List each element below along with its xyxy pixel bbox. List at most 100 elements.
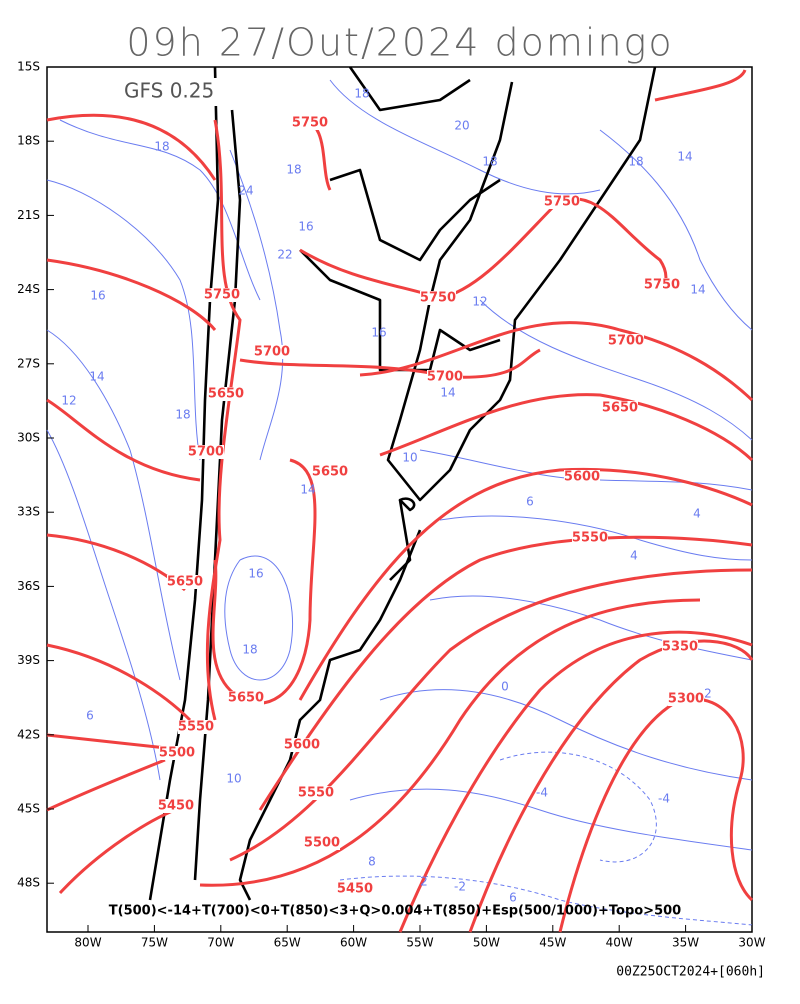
model-label: GFS 0.25	[124, 79, 214, 103]
red-contour-label: 5650	[208, 387, 244, 402]
red-label-bg	[159, 746, 195, 760]
blue-contour-label: 16	[90, 289, 105, 303]
red-contours	[46, 69, 754, 933]
red-label-bg	[337, 882, 373, 896]
red-contour-label: 5700	[608, 334, 644, 349]
lat-tick-label: 45S	[17, 802, 40, 816]
red-contour-label: 5650	[228, 691, 264, 706]
red-label-bg	[564, 470, 600, 484]
red-label-bg	[158, 799, 194, 813]
blue-contours	[46, 79, 753, 926]
lon-tick-label: 45W	[539, 936, 566, 950]
lon-tick-label: 70W	[207, 936, 234, 950]
lon-tick-label: 80W	[74, 936, 101, 950]
red-label-bg	[572, 531, 608, 545]
blue-contour-label: 24	[238, 184, 253, 198]
blue-contour-label: 16	[371, 326, 386, 340]
footer: 00Z25OCT2024+[060h]	[616, 965, 765, 980]
red-contour-label: 5300	[668, 692, 704, 707]
lon-tick-label: 60W	[340, 936, 367, 950]
red-contour-label: 5750	[644, 278, 680, 293]
red-contour-label: 5650	[602, 401, 638, 416]
blue-contour-label: 14	[677, 150, 692, 164]
red-label-bg	[668, 692, 704, 706]
blue-contour-label: -2	[454, 880, 466, 894]
model-box	[110, 78, 260, 106]
lat-tick-label: 15S	[17, 60, 40, 74]
blue-contour-label: 6	[526, 495, 534, 509]
blue-contour-label: 2	[704, 687, 712, 701]
red-label-bg	[427, 370, 463, 384]
blue-contour-label: -4	[536, 786, 548, 800]
blue-contour-label: 18	[154, 140, 169, 154]
red-label-bg	[167, 575, 203, 589]
red-contour-label: 5500	[304, 836, 340, 851]
red-label-bg	[644, 278, 680, 292]
red-contour-label: 5550	[298, 786, 334, 801]
lat-tick-label: 33S	[17, 505, 40, 519]
red-contour-label: 5550	[572, 531, 608, 546]
lat-tick-label: 18S	[17, 134, 40, 148]
blue-contour-label: 18	[628, 155, 643, 169]
red-label-bg	[298, 786, 334, 800]
blue-contour-label: 12	[61, 394, 76, 408]
blue-contour-label: 22	[277, 248, 292, 262]
red-label-bg	[228, 691, 264, 705]
red-contour-label: 5650	[167, 575, 203, 590]
red-contour-label: 5450	[158, 799, 194, 814]
blue-contour-label: 0	[501, 680, 509, 694]
blue-contour-label: 6	[86, 709, 94, 723]
blue-contour-label: 2	[420, 875, 428, 889]
blue-contour-label: 4	[630, 549, 638, 563]
red-contour-label: 5700	[188, 445, 224, 460]
blue-contour-label: 20	[454, 119, 469, 133]
lon-tick-label: 75W	[141, 936, 168, 950]
red-label-bg	[662, 640, 698, 654]
red-label-bg	[420, 291, 456, 305]
blue-contour-label: 10	[402, 451, 417, 465]
red-contour-label: 5750	[204, 288, 240, 303]
lat-tick-label: 42S	[17, 727, 40, 741]
blue-contour-label: 14	[690, 283, 705, 297]
lon-tick-label: 65W	[274, 936, 301, 950]
blue-contour-label: 8	[368, 855, 376, 869]
red-contour-label: 5700	[254, 345, 290, 360]
caption: T(500)<-14+T(700)<0+T(850)<3+Q>0.004+T(8…	[109, 904, 681, 919]
red-contour-label: 5750	[292, 116, 328, 131]
blue-contour-label: 6	[509, 891, 517, 905]
lat-tick-label: 39S	[17, 653, 40, 667]
lat-tick-label: 21S	[17, 208, 40, 222]
blue-contour-label: 18	[286, 163, 301, 177]
red-label-bg	[284, 738, 320, 752]
red-contour-label: 5750	[544, 195, 580, 210]
red-label-bg	[178, 720, 214, 734]
blue-contour-label: 18	[354, 87, 369, 101]
blue-contour-label: 4	[693, 507, 701, 521]
lon-tick-label: 40W	[606, 936, 633, 950]
red-contour-label: 5650	[312, 465, 348, 480]
blue-contour-label: 12	[472, 295, 487, 309]
blue-contour-label: 18	[242, 643, 257, 657]
red-label-bg	[602, 401, 638, 415]
blue-contour-label: 14	[89, 370, 104, 384]
red-contour-label: 5600	[564, 470, 600, 485]
lat-tick-label: 30S	[17, 431, 40, 445]
red-label-bg	[204, 288, 240, 302]
red-label-bg	[208, 387, 244, 401]
red-label-bg	[608, 334, 644, 348]
lon-tick-label: 30W	[738, 936, 765, 950]
red-label-bg	[292, 116, 328, 130]
red-label-bg	[254, 345, 290, 359]
lat-tick-label: 48S	[17, 876, 40, 890]
lon-tick-label: 35W	[672, 936, 699, 950]
lon-tick-label: 55W	[406, 936, 433, 950]
blue-contour-label: -4	[658, 792, 670, 806]
blue-contour-label: 18	[175, 408, 190, 422]
red-contour-label: 5700	[427, 370, 463, 385]
lat-tick-label: 27S	[17, 356, 40, 370]
blue-contour-label: 16	[298, 220, 313, 234]
red-contour-label: 5600	[284, 738, 320, 753]
red-label-bg	[188, 445, 224, 459]
blue-contour-label: 14	[300, 483, 315, 497]
